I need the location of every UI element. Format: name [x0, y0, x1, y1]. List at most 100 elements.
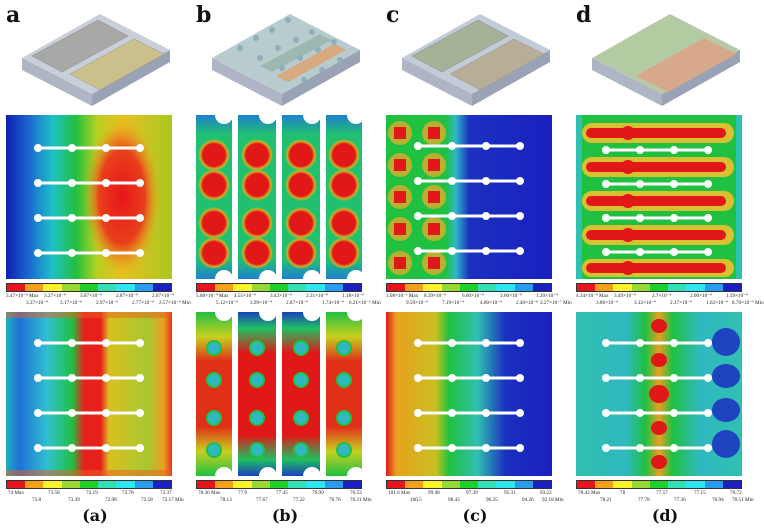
colorbar-label: 78 — [620, 490, 626, 496]
colorbar-label: 76.99 — [312, 490, 324, 496]
colorbar-label: 93.22 — [540, 490, 552, 496]
colorbar-label: 2.40×10⁻⁴ — [516, 300, 538, 306]
colorbar-label: 95.31 — [504, 490, 516, 496]
colorbar-labels-current-d: 4.34×10⁻⁴ Max 3.49×10⁻⁴ 2.7×10⁻⁴ 2.00×10… — [572, 293, 764, 307]
colorbar-label: 77.57 — [656, 490, 668, 496]
colorbar-label: 78.13 — [220, 497, 232, 503]
colorbar-label: 78.36 Max — [198, 490, 221, 496]
colorbar-label: 4.80×10⁻⁴ — [480, 300, 502, 306]
colorbar-label: 2.67×10⁻⁴ — [152, 293, 174, 299]
colorbar-label: 2.7×10⁻⁴ — [652, 293, 672, 299]
colorbar-label: 3.37×10⁻⁴ — [26, 300, 48, 306]
colorbar-label: 3.27×10⁻⁷ Min — [540, 300, 572, 306]
colorbar-labels-temperature-a: 74 Max 73.58 73.19 72.78 72.37 73.8 73.3… — [2, 490, 190, 504]
colorbar-label: 76.76 — [329, 497, 341, 503]
colorbar-label: 100.5 — [410, 497, 422, 503]
chip-3d-model-c — [402, 14, 550, 106]
temperature-map-c — [386, 312, 552, 476]
colorbar-label: 7.19×10⁻⁴ — [442, 300, 464, 306]
colorbar-label: 76.53 — [350, 490, 362, 496]
colorbar-current-a — [6, 283, 172, 292]
colorbar-label: 77.22 — [293, 497, 305, 503]
current-density-map-b — [196, 115, 362, 279]
colorbar-label: 2.97×10⁻⁴ — [96, 300, 118, 306]
panel-b: b — [190, 0, 381, 529]
colorbar-label: 3.17×10⁻⁴ — [60, 300, 82, 306]
colorbar-label: 2.37×10⁻⁴ — [670, 300, 692, 306]
panel-caption: (a) — [82, 506, 108, 525]
colorbar-label: 77.67 — [256, 497, 268, 503]
colorbar-label: 78.42 Max — [578, 490, 601, 496]
colorbar-label: 77.9 — [238, 490, 248, 496]
colorbar-label: 2.57×10⁻⁴ Min — [159, 300, 191, 306]
colorbar-label: 1.74×10⁻⁴ — [322, 300, 344, 306]
colorbar-current-c — [386, 283, 552, 292]
colorbar-label: 78.21 — [600, 497, 612, 503]
colorbar-label: 6.21×10⁻⁵ Min — [349, 300, 381, 306]
colorbar-label: 3.27×10⁻⁴ — [44, 293, 66, 299]
colorbar-label: 8.39×10⁻⁴ — [424, 293, 446, 299]
colorbar-label: 74 Max — [8, 490, 24, 496]
colorbar-label: 99.48 — [428, 490, 440, 496]
panel-letter: c — [386, 2, 400, 28]
colorbar-label: 97.39 — [466, 490, 478, 496]
colorbar-label: 98.43 — [448, 497, 460, 503]
colorbar-label: 77.78 — [638, 497, 650, 503]
colorbar-label: 94.26 — [522, 497, 534, 503]
colorbar-label: 3.12×10⁻⁴ — [634, 300, 656, 306]
colorbar-label: 76.31 Min — [350, 497, 372, 503]
colorbar-label: 72.37 — [160, 490, 172, 496]
panel-d: d — [570, 0, 764, 529]
colorbar-label: 4.34×10⁻⁴ Max — [576, 293, 609, 299]
colorbar-label: 3.49×10⁻⁴ — [614, 293, 636, 299]
colorbar-label: 72.17 Min — [162, 497, 184, 503]
colorbar-temperature-b — [196, 480, 362, 489]
temperature-map-b — [196, 312, 362, 476]
panel-letter: d — [576, 2, 592, 28]
colorbar-current-b — [196, 283, 362, 292]
colorbar-label: 9.59×10⁻⁴ — [406, 300, 428, 306]
colorbar-labels-temperature-b: 78.36 Max 77.9 77.45 76.99 76.53 78.13 7… — [192, 490, 380, 504]
colorbar-label: 2.00×10⁻⁴ — [690, 293, 712, 299]
colorbar-label: 72.98 — [105, 497, 117, 503]
colorbar-label: 5.68×10⁻⁴ Max — [196, 293, 229, 299]
colorbar-label: 2.77×10⁻⁴ — [132, 300, 154, 306]
current-density-map-c — [386, 115, 552, 279]
colorbar-label: 4.55×10⁻⁴ — [234, 293, 256, 299]
panel-caption: (b) — [271, 506, 299, 525]
colorbar-temperature-c — [386, 480, 552, 489]
colorbar-label: 6.00×10⁻⁴ — [462, 293, 484, 299]
temperature-map-d — [576, 312, 742, 476]
panel-letter: b — [196, 2, 212, 28]
colorbar-label: 73.58 — [48, 490, 60, 496]
colorbar-labels-temperature-c: 101.6 Max 99.48 97.39 95.31 93.22 100.5 … — [382, 490, 570, 504]
colorbar-label: 77.45 — [276, 490, 288, 496]
current-density-map-d — [576, 115, 742, 279]
colorbar-label: 101.6 Max — [388, 490, 411, 496]
colorbar-label: 76.94 — [712, 497, 724, 503]
colorbar-label: 3.43×10⁻⁴ — [270, 293, 292, 299]
panel-letter: a — [6, 2, 21, 28]
colorbar-temperature-a — [6, 480, 172, 489]
colorbar-labels-current-c: 1.08×10⁻³ Max 8.39×10⁻⁴ 6.00×10⁻⁴ 3.60×1… — [382, 293, 572, 307]
chip-3d-model-d — [592, 14, 740, 106]
colorbar-label: 76.72 — [730, 490, 742, 496]
chip-3d-model-b — [212, 14, 360, 106]
temperature-map-a — [6, 312, 172, 476]
colorbar-label: 1.39×10⁻⁴ — [726, 293, 748, 299]
colorbar-label: 1.08×10⁻³ Max — [386, 293, 419, 299]
colorbar-temperature-d — [576, 480, 742, 489]
colorbar-label: 1.20×10⁻⁴ — [536, 293, 558, 299]
colorbar-label: 3.47×10⁻⁴ Max — [6, 293, 39, 299]
colorbar-label: 73.19 — [86, 490, 98, 496]
colorbar-label: 73.39 — [68, 497, 80, 503]
panel-a: a — [0, 0, 191, 529]
colorbar-label: 5.12×10⁻⁴ — [216, 300, 238, 306]
colorbar-label: 3.86×10⁻⁴ — [596, 300, 618, 306]
colorbar-label: 1.62×10⁻⁴ — [706, 300, 728, 306]
colorbar-label: 3.07×10⁻⁴ — [80, 293, 102, 299]
current-density-map-a — [6, 115, 172, 279]
panel-caption: (d) — [651, 506, 679, 525]
colorbar-labels-temperature-d: 78.42 Max 78 77.57 77.15 76.72 78.21 77.… — [572, 490, 760, 504]
panel-caption: (c) — [462, 506, 488, 525]
